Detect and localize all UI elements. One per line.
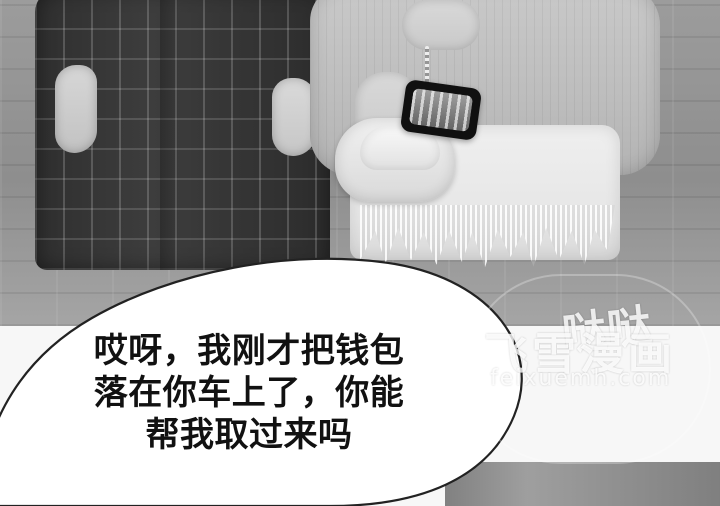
right-hand [272, 78, 316, 156]
speech-line-1: 哎呀，我刚才把钱包 [93, 331, 405, 371]
phone [399, 78, 483, 142]
watermark: 哒哒 飞雪漫画 feixuemh.com [456, 274, 716, 466]
watermark-url: feixuemh.com [490, 366, 672, 391]
watermark-title: 飞雪漫画 [484, 329, 676, 380]
speech-bubble-text: 哎呀，我刚才把钱包 落在你车上了，你能 帮我取过来吗 [54, 330, 444, 456]
left-hand [55, 65, 97, 153]
girl-hand-top [402, 0, 480, 50]
bottom-photo-strip [445, 462, 720, 506]
photo-scene [0, 0, 720, 326]
coat-split-shadow [160, 0, 178, 270]
watermark-ornament [466, 274, 711, 464]
phone-screen [408, 87, 474, 133]
phone-chain [425, 46, 429, 90]
speech-line-3: 帮我取过来吗 [145, 415, 353, 456]
speech-line-2: 落在你车上了，你能 [93, 373, 405, 414]
